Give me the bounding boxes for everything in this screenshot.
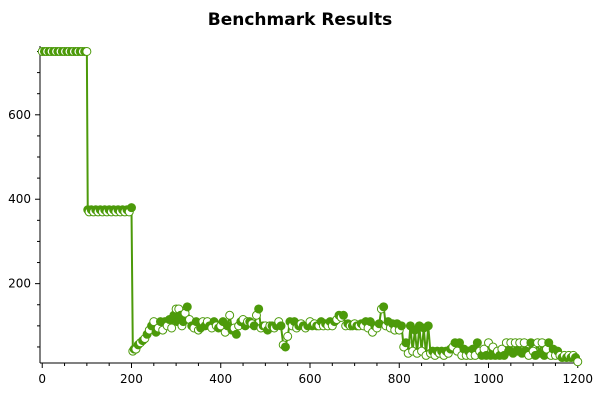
data-point <box>472 338 482 348</box>
x-tick-label: 1000 <box>473 372 504 386</box>
data-point <box>167 323 177 333</box>
data-point <box>126 203 136 213</box>
data-point <box>396 321 406 331</box>
x-tick-label: 600 <box>299 372 322 386</box>
data-point <box>254 304 264 314</box>
data-point <box>82 46 92 56</box>
data-point <box>455 338 464 348</box>
y-tick-label: 600 <box>8 108 31 122</box>
data-point <box>573 357 583 367</box>
y-tick-label: 400 <box>8 192 31 206</box>
data-point <box>283 331 293 341</box>
x-tick-label: 1200 <box>562 372 593 386</box>
chart-title: Benchmark Results <box>207 10 393 30</box>
data-point <box>231 329 241 339</box>
data-point <box>423 321 433 331</box>
x-tick-label: 200 <box>120 372 143 386</box>
data-point <box>280 342 290 352</box>
data-point <box>338 310 348 320</box>
data-point <box>544 338 554 348</box>
x-tick-label: 0 <box>38 372 46 386</box>
x-tick-label: 400 <box>209 372 232 386</box>
data-point <box>379 302 389 312</box>
data-point <box>401 338 411 348</box>
data-point <box>182 302 192 312</box>
data-point <box>276 321 286 331</box>
y-tick-label: 200 <box>8 277 31 291</box>
x-tick-label: 800 <box>388 372 411 386</box>
data-point <box>225 310 235 320</box>
